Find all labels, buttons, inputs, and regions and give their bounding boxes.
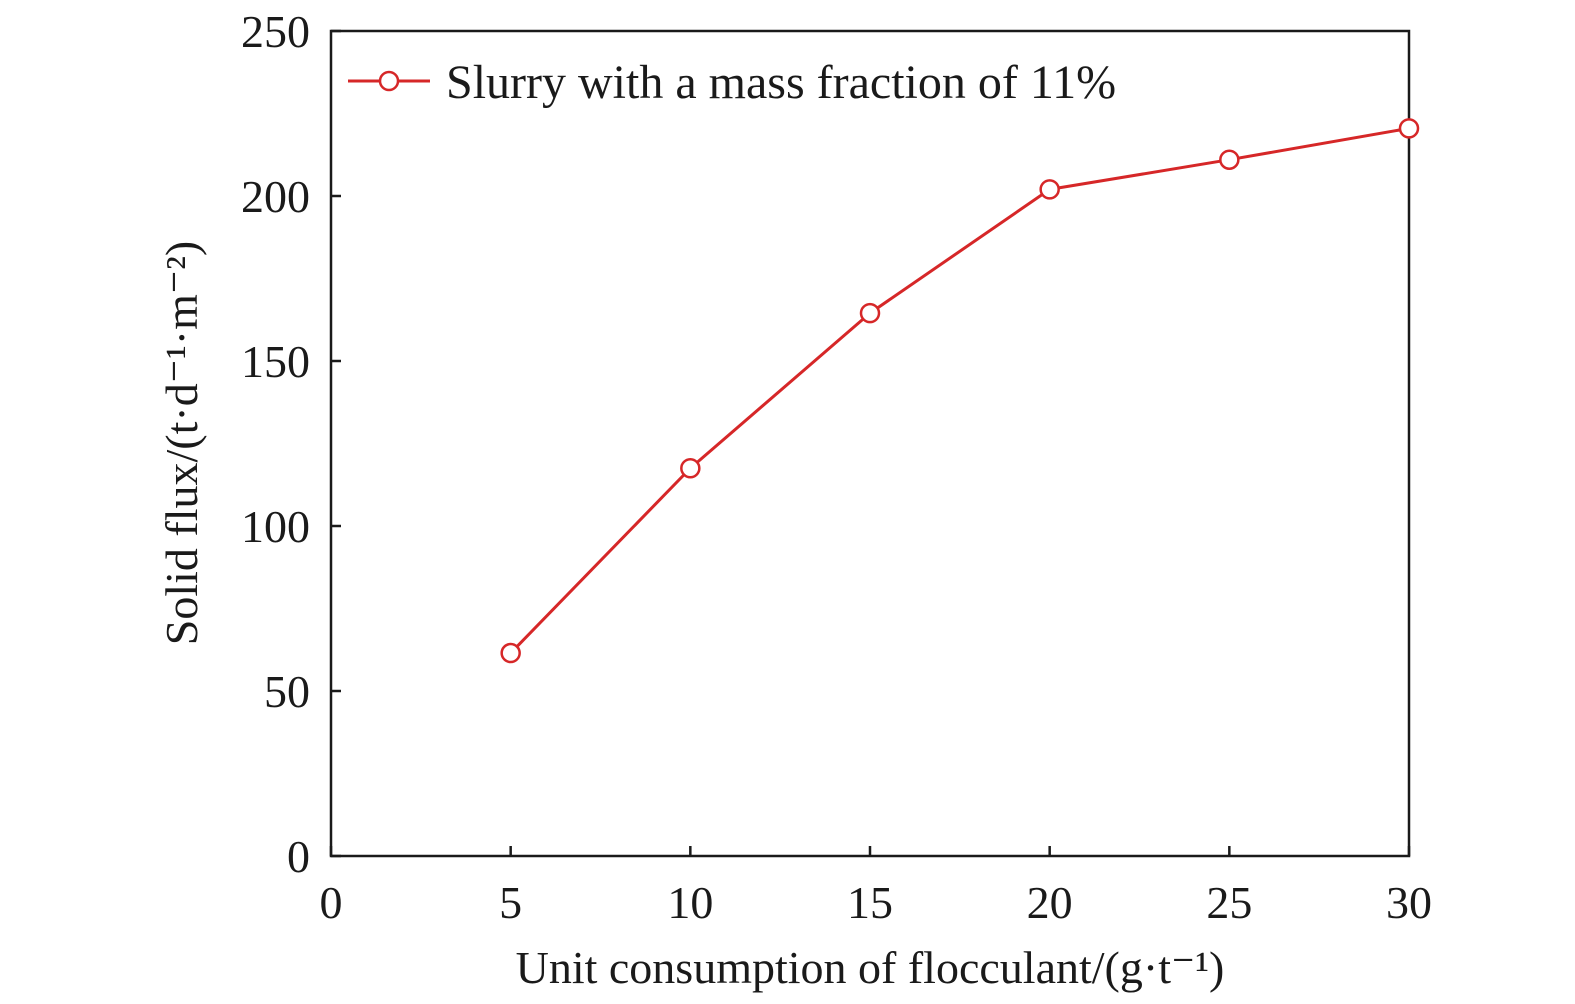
y-axis: 0 50 100 150 200 250 bbox=[241, 6, 341, 882]
data-point-marker bbox=[680, 458, 701, 479]
series-layer bbox=[500, 118, 1420, 664]
data-point-marker bbox=[1219, 149, 1240, 170]
plot-frame bbox=[329, 29, 1411, 858]
plot-area-border bbox=[329, 29, 1411, 858]
y-tick-label: 200 bbox=[241, 171, 310, 222]
x-tick-label: 10 bbox=[667, 877, 713, 928]
x-tick-label: 15 bbox=[847, 877, 893, 928]
legend-label: Slurry with a mass fraction of 11% bbox=[446, 56, 1116, 109]
y-tick-label: 250 bbox=[241, 6, 310, 57]
y-tick-label: 100 bbox=[241, 501, 310, 552]
series-line bbox=[509, 126, 1410, 655]
x-tick-label: 30 bbox=[1386, 877, 1432, 928]
data-point-marker bbox=[1039, 179, 1060, 200]
x-axis-label: Unit consumption of flocculant/(g·t⁻¹) bbox=[516, 942, 1225, 993]
legend: Slurry with a mass fraction of 11% bbox=[348, 56, 1116, 109]
y-tick-label: 0 bbox=[287, 831, 310, 882]
x-tick-label: 25 bbox=[1206, 877, 1252, 928]
data-point-marker bbox=[500, 642, 521, 664]
x-tick-label: 0 bbox=[320, 877, 343, 928]
x-tick-label: 5 bbox=[499, 877, 522, 928]
y-tick-label: 150 bbox=[241, 336, 310, 387]
data-point-marker bbox=[859, 302, 881, 324]
y-axis-label: Solid flux/(t·d⁻¹·m⁻²) bbox=[156, 241, 207, 646]
legend-marker-swatch bbox=[378, 70, 400, 92]
data-point-marker bbox=[1398, 118, 1420, 139]
x-axis: 0 5 10 15 20 25 30 bbox=[320, 846, 1432, 928]
x-tick-label: 20 bbox=[1027, 877, 1073, 928]
y-tick-label: 50 bbox=[264, 666, 310, 717]
